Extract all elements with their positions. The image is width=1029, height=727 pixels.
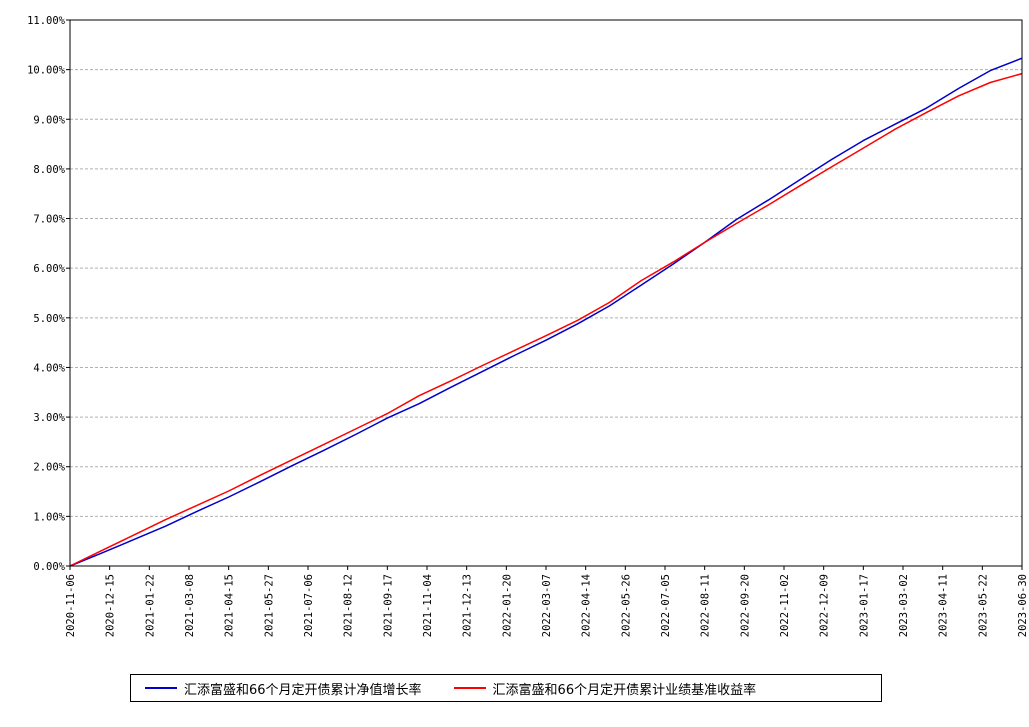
y-tick-label: 10.00% — [27, 65, 66, 77]
y-tick-label: 11.00% — [27, 15, 66, 27]
y-tick-label: 6.00% — [33, 263, 65, 275]
legend-item-nav-growth: 汇添富盛和66个月定开债累计净值增长率 — [131, 679, 422, 698]
y-tick-label: 7.00% — [33, 214, 65, 226]
y-tick-label: 3.00% — [33, 412, 65, 424]
series-lines — [69, 57, 1023, 567]
x-tick-label: 2021-08-12 — [343, 574, 355, 637]
x-tick-label: 2021-07-06 — [303, 574, 315, 637]
x-tick-label: 2021-05-27 — [263, 574, 275, 637]
legend: 汇添富盛和66个月定开债累计净值增长率 汇添富盛和66个月定开债累计业绩基准收益… — [130, 674, 882, 702]
x-tick-label: 2022-03-07 — [541, 574, 553, 637]
x-tick-label: 2023-06-30 — [1017, 574, 1029, 637]
x-tick-label: 2021-09-17 — [382, 574, 394, 637]
series-line-nav-growth — [69, 57, 1023, 567]
legend-swatch-red — [453, 687, 486, 689]
x-tick-label: 2023-03-02 — [898, 574, 910, 637]
x-tick-label: 2022-12-09 — [819, 574, 831, 637]
y-tick-label: 5.00% — [33, 313, 65, 325]
y-tick-label: 8.00% — [33, 164, 65, 176]
x-axis: 2020-11-06 2020-12-15 2021-01-22 2021-03-08… — [65, 566, 1029, 637]
x-tick-label: 2022-05-26 — [620, 574, 632, 637]
x-tick-label: 2022-04-14 — [581, 574, 593, 637]
x-tick-label: 2022-11-02 — [779, 574, 791, 637]
x-tick-label: 2023-01-17 — [858, 574, 870, 637]
y-tick-label: 9.00% — [33, 114, 65, 126]
grid-lines — [70, 69, 1022, 517]
x-tick-label: 2021-04-15 — [224, 574, 236, 637]
y-axis: 0.00% 1.00% 2.00% 3.00% 4.00% 5.00% 6.00% 7.00%… — [27, 15, 70, 573]
legend-label-nav-growth: 汇添富盛和66个月定开债累计净值增长率 — [184, 682, 422, 698]
x-tick-label: 2021-01-22 — [144, 574, 156, 637]
series-line-benchmark — [69, 72, 1023, 567]
legend-swatch-blue — [145, 687, 177, 689]
x-tick-label: 2020-12-15 — [105, 574, 117, 637]
y-tick-label: 0.00% — [33, 561, 65, 573]
y-tick-label: 2.00% — [33, 462, 65, 474]
x-tick-label: 2022-09-20 — [739, 574, 751, 637]
x-tick-label: 2021-11-04 — [422, 574, 434, 637]
legend-item-benchmark: 汇添富盛和66个月定开债累计业绩基准收益率 — [440, 679, 757, 698]
y-tick-label: 4.00% — [33, 362, 65, 374]
x-tick-label: 2021-03-08 — [184, 574, 196, 637]
x-tick-label: 2021-12-13 — [462, 574, 474, 637]
x-tick-label: 2023-04-11 — [938, 574, 950, 637]
legend-label-benchmark: 汇添富盛和66个月定开债累计业绩基准收益率 — [492, 682, 757, 698]
x-tick-label: 2022-07-05 — [660, 574, 672, 637]
x-tick-label: 2022-08-11 — [700, 574, 712, 637]
y-tick-label: 1.00% — [33, 511, 65, 523]
x-tick-label: 2023-05-22 — [977, 574, 989, 637]
x-tick-label: 2022-01-20 — [501, 574, 513, 637]
x-tick-label: 2020-11-06 — [65, 574, 77, 637]
plot-frame — [69, 19, 1023, 567]
